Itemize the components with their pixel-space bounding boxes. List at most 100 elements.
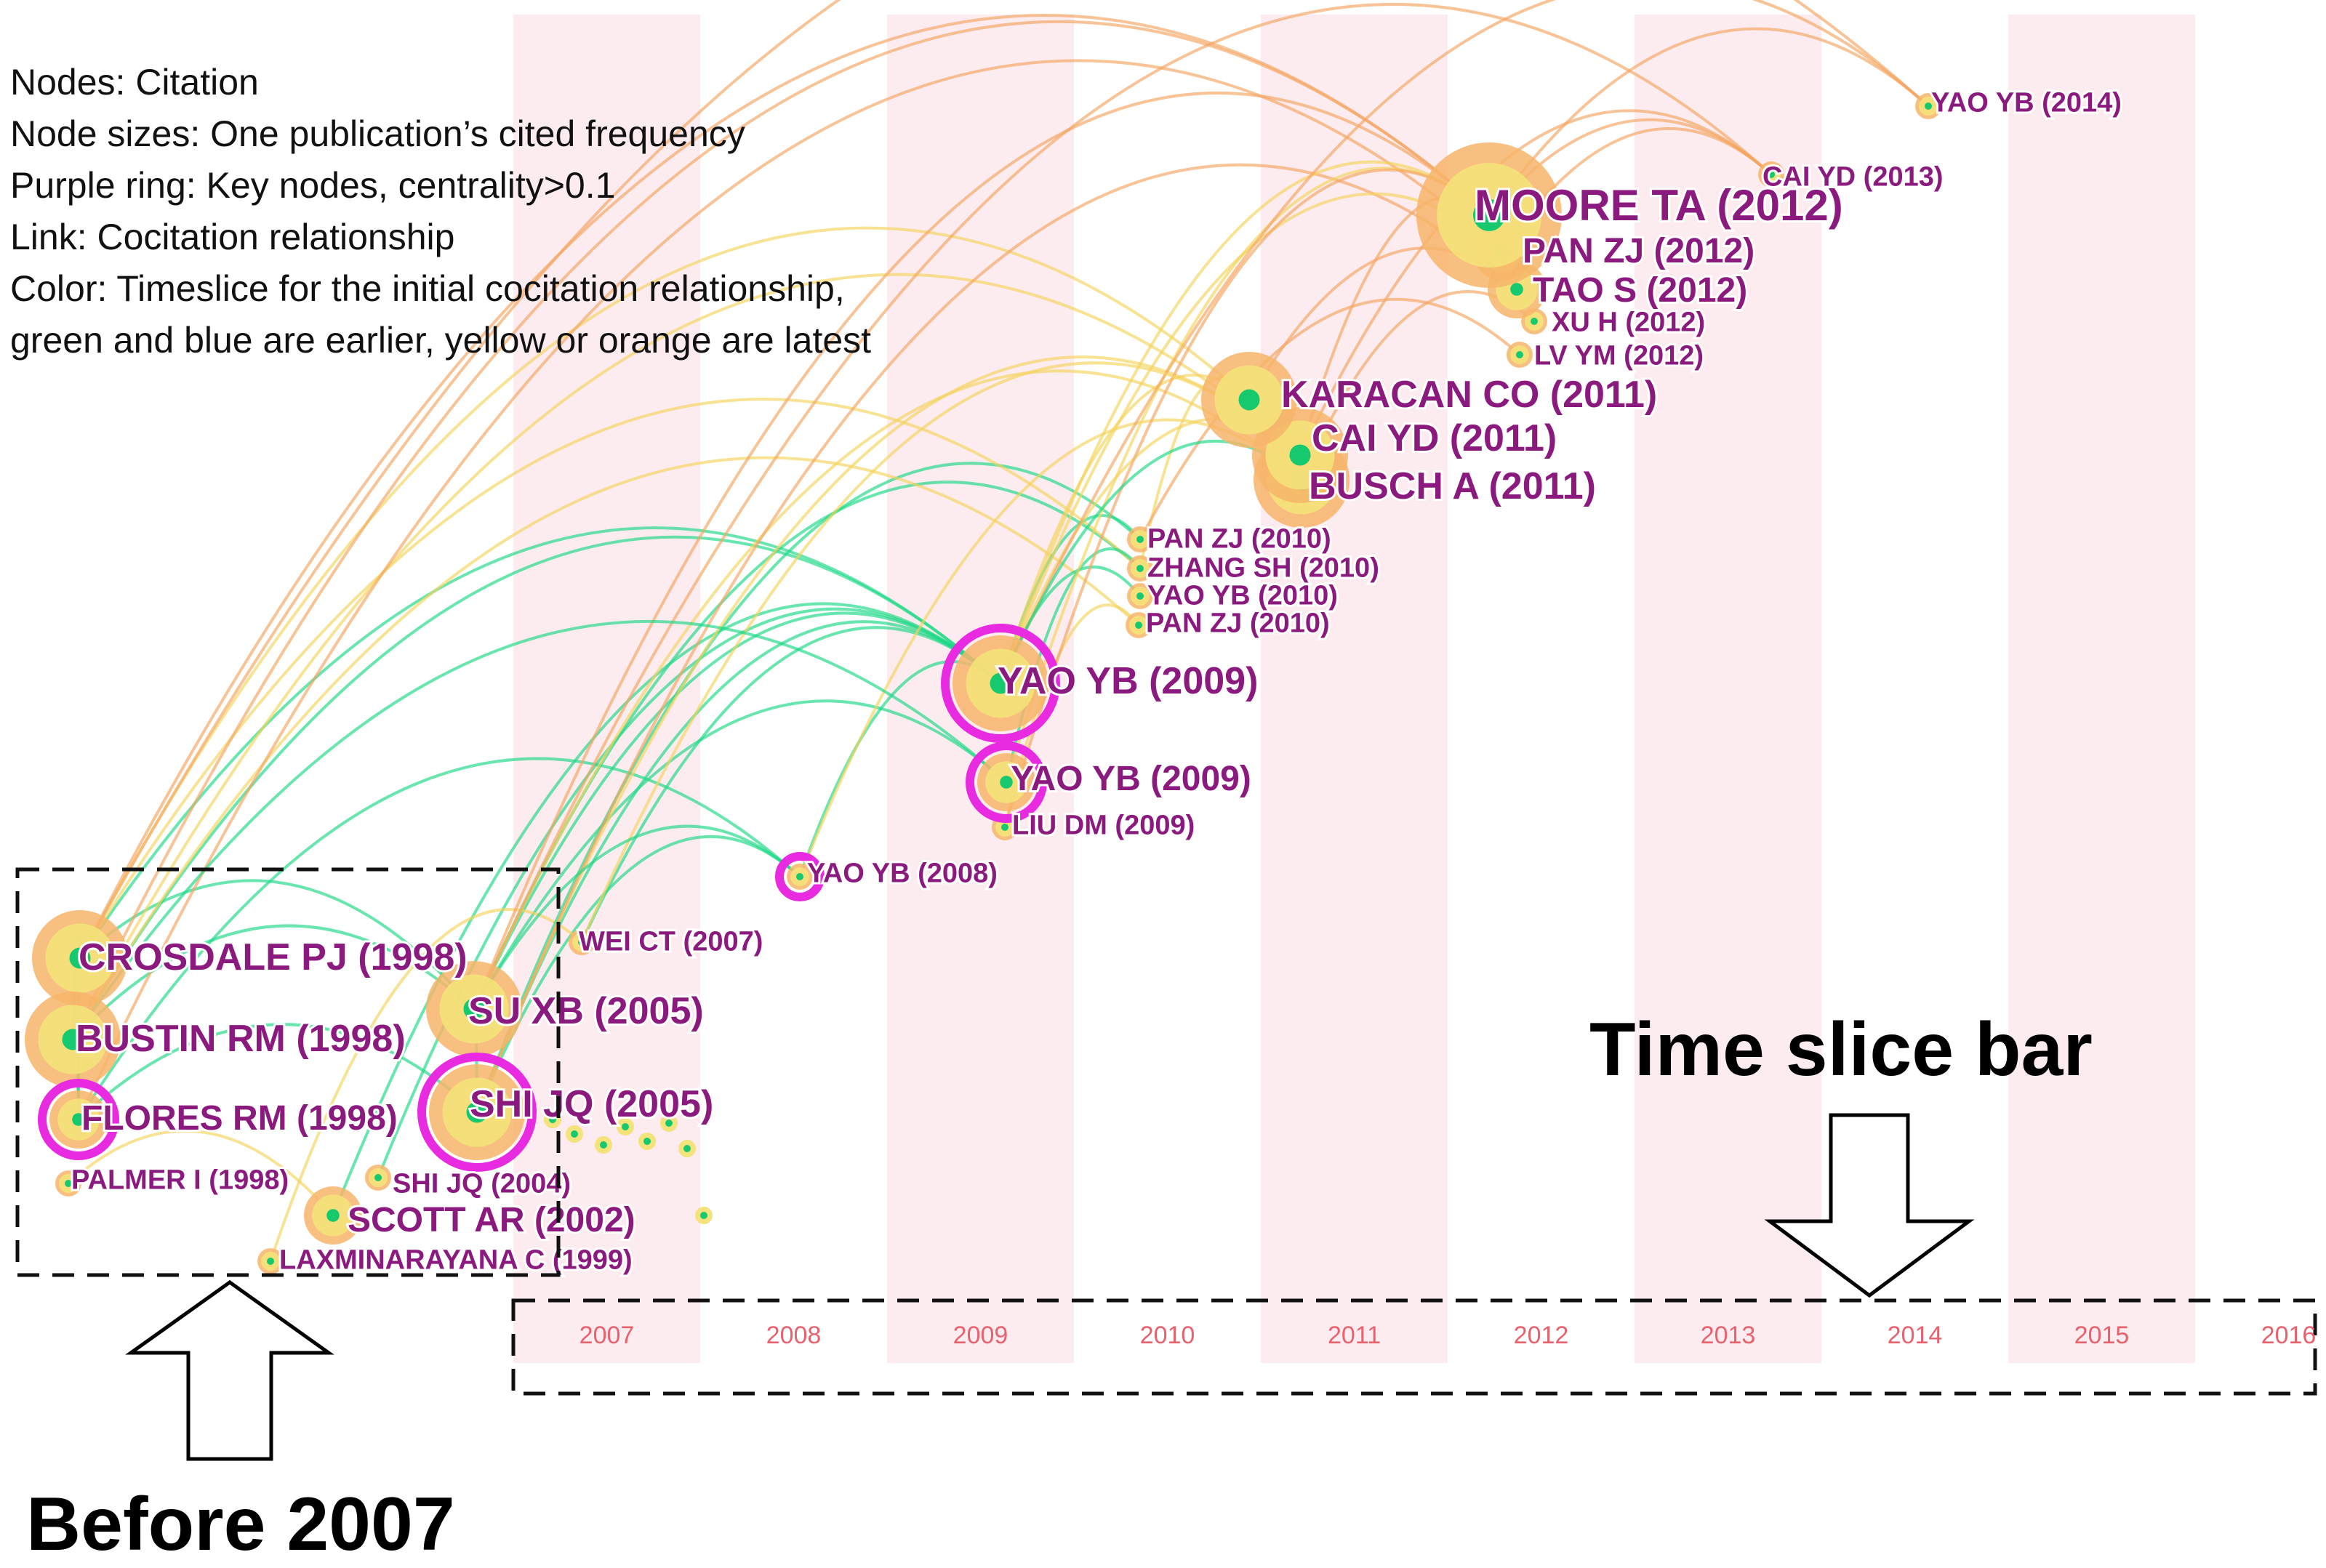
node-core bbox=[1135, 622, 1142, 629]
node-label[interactable]: LAXMINARAYANA C (1999) bbox=[277, 1242, 635, 1277]
cocitation-link bbox=[1488, 27, 1930, 217]
year-label-2013: 2013 bbox=[1701, 1322, 1756, 1349]
citation-node[interactable] bbox=[1915, 93, 1941, 119]
node-label[interactable]: YAO YB (2008) bbox=[805, 856, 1000, 890]
year-label-2010: 2010 bbox=[1140, 1322, 1195, 1349]
citation-node[interactable] bbox=[1127, 555, 1153, 582]
cocitation-link bbox=[71, 924, 476, 1041]
node-label[interactable]: TAO S (2012) bbox=[1531, 269, 1749, 312]
node-label[interactable]: PAN ZJ (2010) bbox=[1144, 606, 1332, 640]
cocitation-link bbox=[580, 361, 1302, 943]
key-node-ring bbox=[941, 624, 1060, 743]
node-label[interactable]: LV YM (2012) bbox=[1532, 338, 1706, 373]
node-core bbox=[267, 1258, 274, 1265]
minor-node-core bbox=[600, 1141, 607, 1149]
citation-node[interactable] bbox=[1758, 161, 1784, 188]
cocitation-link bbox=[71, 273, 1302, 1040]
legend-line: Color: Timeslice for the initial cocitat… bbox=[10, 268, 845, 309]
node-label[interactable]: BUSCH A (2011) bbox=[1307, 463, 1598, 510]
citation-node[interactable] bbox=[1507, 342, 1533, 368]
node-label[interactable]: LIU DM (2009) bbox=[1010, 808, 1197, 843]
legend-line: Link: Cocitation relationship bbox=[10, 217, 455, 257]
citation-node[interactable] bbox=[426, 961, 522, 1057]
minor-node-core bbox=[665, 1119, 673, 1127]
cocitation-link bbox=[1139, 297, 1521, 540]
node-label[interactable]: CAI YD (2013) bbox=[1760, 159, 1946, 194]
node-label[interactable]: XU H (2012) bbox=[1549, 305, 1707, 339]
node-core bbox=[65, 1180, 72, 1187]
node-label[interactable]: SHI JQ (2005) bbox=[468, 1081, 715, 1127]
node-core bbox=[463, 998, 485, 1020]
cocitation-link bbox=[269, 908, 583, 1262]
minor-node-core bbox=[622, 1123, 629, 1130]
year-label-2011: 2011 bbox=[1328, 1322, 1381, 1349]
legend-line: Purple ring: Key nodes, centrality>0.1 bbox=[10, 165, 616, 206]
node-core bbox=[1238, 389, 1260, 411]
key-node-ring bbox=[966, 741, 1047, 823]
node-label[interactable]: YAO YB (2009) bbox=[1008, 757, 1254, 800]
node-label[interactable]: KARACAN CO (2011) bbox=[1279, 371, 1659, 418]
citation-node[interactable] bbox=[1416, 142, 1562, 288]
year-axis-labels: 2007 2008 2009 2010 2011 2012 2013 2014 2015 2016 bbox=[580, 1322, 2317, 1349]
node-label[interactable]: SU XB (2005) bbox=[466, 988, 706, 1034]
node-core bbox=[1136, 565, 1144, 572]
cocitation-link bbox=[580, 626, 1002, 943]
node-core bbox=[62, 1029, 84, 1050]
cocitation-link bbox=[71, 620, 1008, 1041]
citation-node[interactable] bbox=[1127, 583, 1153, 609]
node-label[interactable]: WEI CT (2007) bbox=[577, 924, 765, 959]
key-node-ring bbox=[775, 852, 825, 901]
citation-node[interactable] bbox=[966, 741, 1047, 823]
node-label[interactable]: YAO YB (2009) bbox=[995, 658, 1260, 704]
legend-line: green and blue are earlier, yellow or or… bbox=[10, 320, 872, 361]
citation-node[interactable] bbox=[941, 624, 1060, 743]
node-label[interactable]: PAN ZJ (2012) bbox=[1520, 230, 1757, 273]
node-labels: CROSDALE PJ (1998) BUSTIN RM (1998) FLORES… bbox=[69, 85, 2124, 1277]
minor-node-core bbox=[683, 1145, 691, 1152]
node-label[interactable]: YAO YB (2010) bbox=[1145, 578, 1340, 613]
cocitation-link bbox=[1299, 109, 1773, 456]
year-label-2008: 2008 bbox=[766, 1322, 822, 1349]
citation-node[interactable] bbox=[417, 1053, 537, 1172]
node-label[interactable]: FLORES RM (1998) bbox=[79, 1097, 400, 1140]
cocitation-link bbox=[476, 163, 1518, 1113]
citation-node[interactable] bbox=[304, 1186, 362, 1245]
citation-node[interactable] bbox=[38, 1079, 119, 1160]
node-label[interactable]: CAI YD (2011) bbox=[1310, 415, 1559, 462]
cocitation-link bbox=[77, 59, 1504, 1120]
cocitation-link bbox=[77, 1023, 478, 1121]
node-core bbox=[374, 1174, 382, 1181]
citation-node[interactable] bbox=[365, 1165, 391, 1191]
citation-node[interactable] bbox=[1126, 612, 1152, 638]
cocitation-link bbox=[999, 160, 1491, 684]
node-label[interactable]: BUSTIN RM (1998) bbox=[73, 1016, 408, 1062]
node-core bbox=[1510, 283, 1523, 296]
citation-node[interactable] bbox=[25, 992, 121, 1087]
before-2007-box bbox=[15, 867, 561, 1277]
node-label[interactable]: PAN ZJ (2010) bbox=[1145, 521, 1334, 556]
node-label[interactable]: MOORE TA (2012) bbox=[1472, 179, 1845, 232]
citation-node[interactable] bbox=[1127, 526, 1153, 552]
legend-line: Node sizes: One publication’s cited freq… bbox=[10, 113, 745, 154]
node-label[interactable]: SCOTT AR (2002) bbox=[345, 1199, 638, 1242]
citation-node[interactable] bbox=[257, 1248, 284, 1274]
citation-node[interactable] bbox=[32, 910, 128, 1006]
cocitation-link bbox=[79, 398, 1142, 960]
year-label-2016: 2016 bbox=[2261, 1322, 2317, 1349]
node-label[interactable]: PALMER I (1998) bbox=[69, 1162, 291, 1197]
citation-node[interactable] bbox=[775, 852, 825, 901]
citation-node[interactable] bbox=[1201, 352, 1297, 448]
node-core bbox=[1473, 199, 1505, 231]
node-core bbox=[1925, 102, 1932, 110]
cocitation-link bbox=[476, 620, 1002, 1113]
year-label-2015: 2015 bbox=[2074, 1322, 2130, 1349]
node-label[interactable]: YAO YB (2014) bbox=[1929, 85, 2124, 120]
citation-node[interactable] bbox=[569, 929, 595, 955]
citation-node[interactable] bbox=[55, 1170, 81, 1197]
minor-node-core bbox=[549, 1116, 556, 1123]
node-label[interactable]: ZHANG SH (2010) bbox=[1145, 550, 1381, 585]
node-label[interactable]: SHI JQ (2004) bbox=[390, 1166, 573, 1201]
node-label[interactable]: CROSDALE PJ (1998) bbox=[76, 934, 470, 981]
cocitation-links bbox=[67, 0, 1930, 1262]
